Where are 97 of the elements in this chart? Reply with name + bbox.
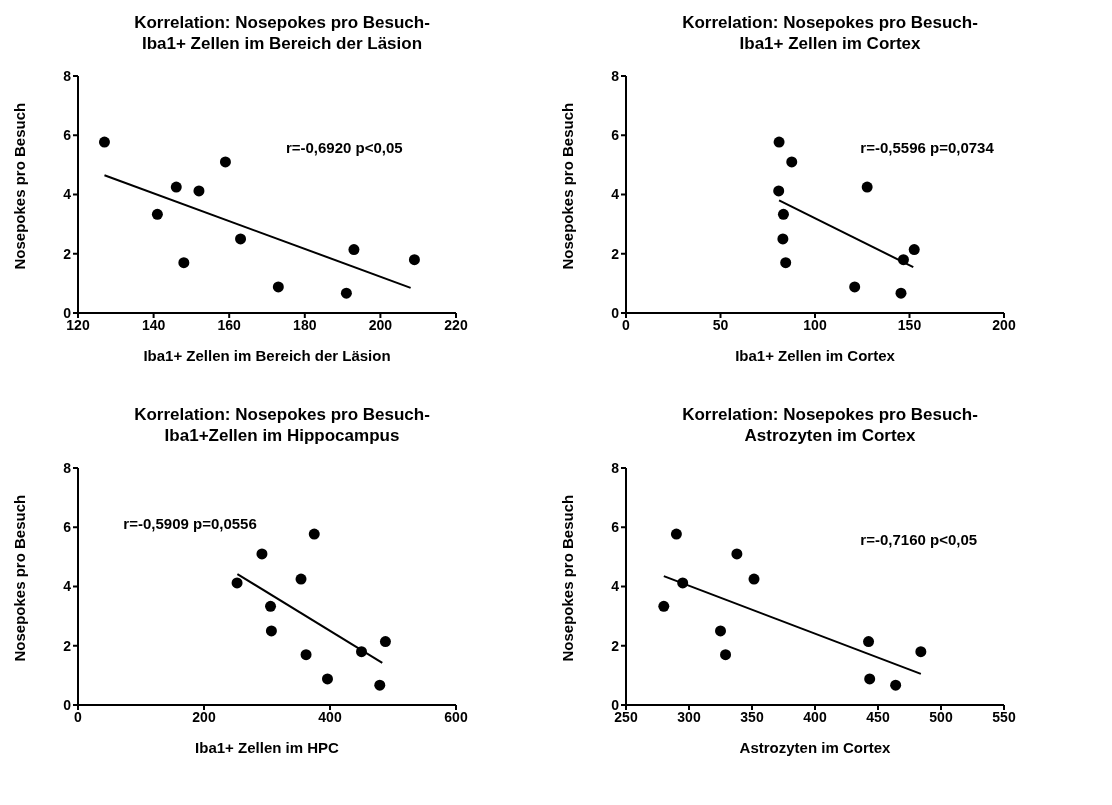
point (321, 673, 333, 685)
point (256, 548, 268, 560)
y-tick-label: 2 (63, 637, 72, 654)
x-tick-label: 180 (293, 316, 317, 333)
x-tick-label: 600 (444, 708, 468, 725)
point (773, 136, 785, 148)
x-tick-label: 400 (803, 708, 827, 725)
point (720, 649, 732, 661)
y-tick-label: 0 (611, 304, 620, 321)
x-tick-label: 220 (444, 316, 468, 333)
point (265, 600, 277, 612)
x-tick-label: 140 (141, 316, 166, 333)
point (780, 257, 792, 269)
x-tick-label: 0 (74, 708, 83, 725)
y-tick-label: 4 (63, 186, 72, 203)
point (340, 287, 352, 299)
point (151, 208, 163, 220)
x-tick-label: 0 (622, 316, 631, 333)
point (863, 636, 875, 648)
y-axis-title: Nosepokes pro Besuch (11, 494, 29, 662)
annotation: r=-0,6920 p<0,05 (285, 139, 403, 156)
point (777, 233, 789, 245)
x-tick-label: 200 (368, 316, 393, 333)
y-tick-label: 6 (63, 127, 72, 144)
y-tick-label: 4 (611, 186, 620, 203)
x-tick-label: 100 (803, 316, 827, 333)
x-tick-label: 400 (318, 708, 342, 725)
point (748, 573, 760, 585)
y-tick-label: 8 (63, 67, 72, 84)
point (773, 185, 785, 197)
point (731, 548, 743, 560)
chart-title: Korrelation: Nosepokes pro Besuch- Iba1+Zellen im Hippocampus (133, 404, 431, 446)
x-axis-title: Astrozyten im Cortex (739, 739, 892, 756)
point (374, 679, 386, 691)
point (272, 281, 284, 293)
point (379, 636, 391, 648)
x-tick-label: 450 (866, 708, 890, 725)
point (864, 673, 876, 685)
y-tick-label: 2 (63, 245, 72, 262)
point (178, 257, 190, 269)
annotation: r=-0,7160 p<0,05 (860, 531, 978, 548)
y-tick-label: 6 (63, 519, 72, 536)
y-tick-label: 6 (611, 519, 620, 536)
point (219, 156, 231, 168)
point (295, 573, 307, 585)
y-tick-label: 4 (611, 578, 620, 595)
point (915, 646, 927, 658)
x-tick-label: 160 (217, 316, 242, 333)
x-tick-label: 150 (897, 316, 922, 333)
point (890, 679, 902, 691)
y-tick-label: 8 (611, 459, 620, 476)
point (265, 625, 277, 637)
y-axis-title: Nosepokes pro Besuch (559, 494, 577, 662)
point (908, 244, 920, 256)
point (308, 528, 320, 540)
y-tick-label: 2 (611, 245, 620, 262)
y-tick-label: 4 (63, 578, 72, 595)
y-tick-label: 8 (611, 67, 620, 84)
annotation: r=-0,5596 p=0,0734 (860, 139, 994, 156)
x-tick-label: 550 (992, 708, 1016, 725)
y-axis-title: Nosepokes pro Besuch (11, 102, 29, 270)
x-axis-title: Iba1+ Zellen im Cortex (735, 347, 896, 364)
point (231, 577, 243, 589)
point (408, 254, 420, 266)
x-axis-title: Iba1+ Zellen im HPC (195, 739, 340, 756)
x-tick-label: 200 (192, 708, 216, 725)
chart-title: Korrelation: Nosepokes pro Besuch- Iba1+ Zellen im Cortex (681, 12, 979, 54)
point (786, 156, 798, 168)
point (715, 625, 726, 637)
x-tick-label: 200 (992, 316, 1016, 333)
point (895, 287, 907, 299)
point (193, 185, 205, 197)
x-tick-label: 350 (740, 708, 764, 725)
y-tick-label: 0 (63, 304, 72, 321)
y-tick-label: 8 (63, 459, 72, 476)
chart-title: Korrelation: Nosepokes pro Besuch- Iba1+ Zellen im Bereich der Läsion (133, 12, 431, 54)
point (170, 181, 182, 193)
x-tick-label: 50 (712, 316, 729, 333)
point (777, 208, 789, 220)
point (300, 649, 312, 661)
y-tick-label: 0 (611, 696, 620, 713)
x-tick-label: 300 (677, 708, 701, 725)
y-tick-label: 6 (611, 127, 620, 144)
x-tick-label: 500 (929, 708, 953, 725)
y-axis-title: Nosepokes pro Besuch (559, 102, 577, 270)
x-axis-title: Iba1+ Zellen im Bereich der Läsion (143, 347, 391, 364)
point (98, 136, 110, 148)
y-tick-label: 2 (611, 637, 620, 654)
point (861, 181, 873, 193)
annotation: r=-0,5909 p=0,0556 (123, 515, 257, 533)
point (670, 528, 682, 540)
chart-title: Korrelation: Nosepokes pro Besuch- Astrozyten im Cortex (681, 404, 979, 446)
point (348, 244, 360, 256)
y-tick-label: 0 (63, 696, 72, 713)
point (658, 600, 670, 612)
point (849, 281, 861, 293)
point (235, 233, 247, 245)
